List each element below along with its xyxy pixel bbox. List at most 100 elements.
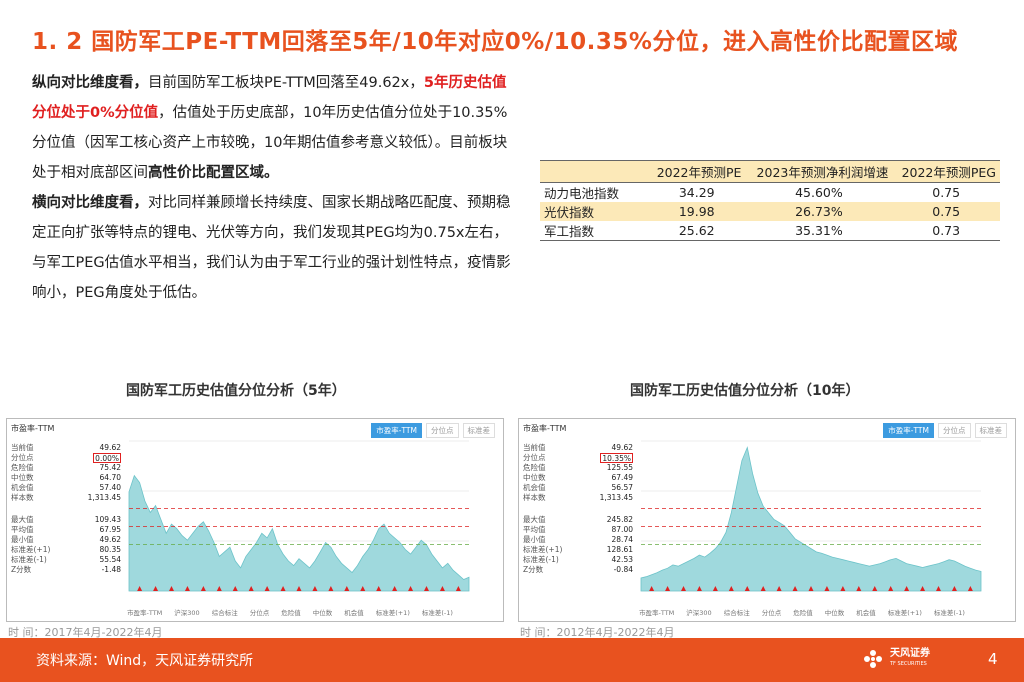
table-cell: 0.75 — [892, 202, 1000, 221]
signal-marker — [376, 586, 382, 591]
signal-marker — [824, 586, 830, 591]
stat-label: 标准差(-1) — [11, 555, 47, 564]
stat-value: 67.95 — [99, 525, 121, 534]
signal-marker — [392, 586, 398, 591]
stat-value: -1.48 — [101, 565, 121, 574]
signal-marker — [312, 586, 318, 591]
stat-label: 最大值 — [11, 515, 34, 524]
legend-item: 市盈率-TTM — [127, 609, 163, 617]
chart5-tabs: 市盈率-TTM 分位点 标准差 — [371, 423, 495, 438]
signal-marker — [649, 586, 655, 591]
chart5-stats: 当前值 49.62 分位点 0.00% 危险值 75.42 中位数 64.70 机会值 5… — [11, 443, 121, 575]
stat-value: 28.74 — [611, 535, 633, 544]
table-row: 军工指数 25.62 35.31% 0.73 — [540, 221, 1000, 241]
signal-marker — [792, 586, 798, 591]
signal-marker — [296, 586, 302, 591]
table-cell: 军工指数 — [540, 221, 648, 241]
signal-marker — [728, 586, 734, 591]
signal-marker — [681, 586, 686, 591]
signal-marker — [439, 586, 445, 591]
signal-marker — [248, 586, 254, 591]
stat-label: 平均值 — [11, 525, 34, 534]
legend-item: 沪深300 — [174, 609, 200, 617]
pe-ttm-area — [640, 446, 982, 592]
signal-marker — [760, 586, 766, 591]
stat-label: 标准差(-1) — [523, 555, 559, 564]
signal-marker — [665, 586, 671, 591]
table-header-row: 2022年预测PE 2023年预测净利润增速 2022年预测PEG — [540, 160, 1000, 183]
signal-marker — [184, 586, 190, 591]
pe-ttm-area — [128, 474, 470, 592]
chart10-stats: 当前值 49.62 分位点 10.35% 危险值 125.55 中位数 67.49 机会… — [523, 443, 633, 575]
stat-label: 危险值 — [11, 463, 34, 472]
stat-value: 87.00 — [611, 525, 633, 534]
brand-logo: 天风证券 TF SECURITIES — [862, 648, 930, 670]
p1-lead: 纵向对比维度看， — [32, 75, 148, 91]
tab-percentile[interactable]: 分位点 — [426, 423, 459, 438]
tab-stddev[interactable]: 标准差 — [462, 423, 495, 438]
legend-item: 中位数 — [312, 609, 333, 617]
logo-text: 天风证券 — [890, 648, 930, 659]
signal-marker — [840, 586, 846, 591]
chart5-plot — [128, 440, 470, 592]
chart10-panel: 市盈率-TTM 市盈率-TTM 分位点 标准差 当前值 49.62 分位点 10.3… — [518, 418, 1016, 622]
tab-pe-ttm[interactable]: 市盈率-TTM — [371, 423, 422, 438]
table-header-cell: 2023年预测净利润增速 — [745, 160, 893, 183]
table-cell: 35.31% — [745, 221, 893, 241]
table-cell: 45.60% — [795, 185, 843, 200]
stat-label: 标准差(+1) — [11, 545, 51, 554]
body-text: 纵向对比维度看，目前国防军工板块PE-TTM回落至49.62x，5年历史估值分位… — [32, 68, 512, 308]
p2-text: 对比同样兼顾增长持续度、国家长期战略匹配度、预期稳定正向扩张等特点的锂电、光伏等… — [32, 195, 511, 301]
stat-value: 49.62 — [99, 535, 121, 544]
stat-label: 中位数 — [523, 473, 546, 482]
stat-label: 平均值 — [523, 525, 546, 534]
chart5-title: 国防军工历史估值分位分析（5年） — [126, 383, 346, 399]
stat-value: 55.54 — [99, 555, 121, 564]
legend-item: 标准差(-1) — [421, 609, 453, 617]
percentile-value: 0.00% — [93, 453, 121, 463]
table-cell: 光伏指数 — [540, 202, 648, 221]
p1-text-a: 目前国防军工板块PE-TTM回落至49.62x， — [148, 75, 424, 91]
stat-value: 1,313.45 — [599, 493, 633, 502]
stat-value: 128.61 — [606, 545, 633, 554]
percentile-value: 10.35% — [600, 453, 633, 463]
stat-label: 危险值 — [523, 463, 546, 472]
tab-pe-ttm[interactable]: 市盈率-TTM — [883, 423, 934, 438]
legend-item: 中位数 — [824, 609, 845, 617]
table-row: 光伏指数 19.98 26.73% 0.75 — [540, 202, 1000, 221]
stat-value: 64.70 — [99, 473, 121, 482]
page-title: 1. 2 国防军工PE-TTM回落至5年/10年对应0%/10.35%分位，进入… — [32, 29, 958, 55]
signal-marker — [216, 586, 222, 591]
page-number: 4 — [988, 650, 998, 668]
tab-percentile[interactable]: 分位点 — [938, 423, 971, 438]
signal-marker — [344, 586, 350, 591]
stat-label: 机会值 — [11, 483, 34, 492]
signal-marker — [951, 586, 957, 591]
signal-marker — [360, 586, 366, 591]
stat-label: 分位点 — [11, 453, 34, 462]
signal-marker — [808, 586, 814, 591]
signal-marker — [904, 586, 910, 591]
stat-value: 245.82 — [606, 515, 633, 524]
legend-item: 市盈率-TTM — [639, 609, 675, 617]
stat-value: -0.84 — [613, 565, 633, 574]
p1-highlight: 5年历史估值分位处于0%分位值 — [32, 75, 507, 121]
p1-text-b: ，估值处于历史底部，10年历史估值分位处于10.35%分位值（因军工核心资产上市… — [32, 105, 508, 181]
stat-value: 75.42 — [99, 463, 121, 472]
stat-value: 57.40 — [99, 483, 121, 492]
legend-item: 综合标注 — [723, 609, 750, 617]
stat-label: 样本数 — [11, 493, 34, 502]
table-cell: 0.75 — [932, 185, 961, 200]
legend-item: 综合标注 — [211, 609, 238, 617]
legend-item: 沪深300 — [686, 609, 712, 617]
stat-value: 49.62 — [611, 443, 633, 452]
signal-marker — [696, 586, 702, 591]
tab-stddev[interactable]: 标准差 — [974, 423, 1007, 438]
chart10-time-note: 时 间：2012年4月-2022年4月 — [520, 626, 675, 639]
p1-bold-end: 高性价比配置区域。 — [148, 165, 279, 181]
stat-label: 分位点 — [523, 453, 546, 462]
stat-label: 样本数 — [523, 493, 546, 502]
chart5-legend: 市盈率-TTM 沪深300 综合标注 分位点 危险值 中位数 机会值 标准差(+… — [127, 607, 487, 617]
signal-marker — [232, 586, 238, 591]
